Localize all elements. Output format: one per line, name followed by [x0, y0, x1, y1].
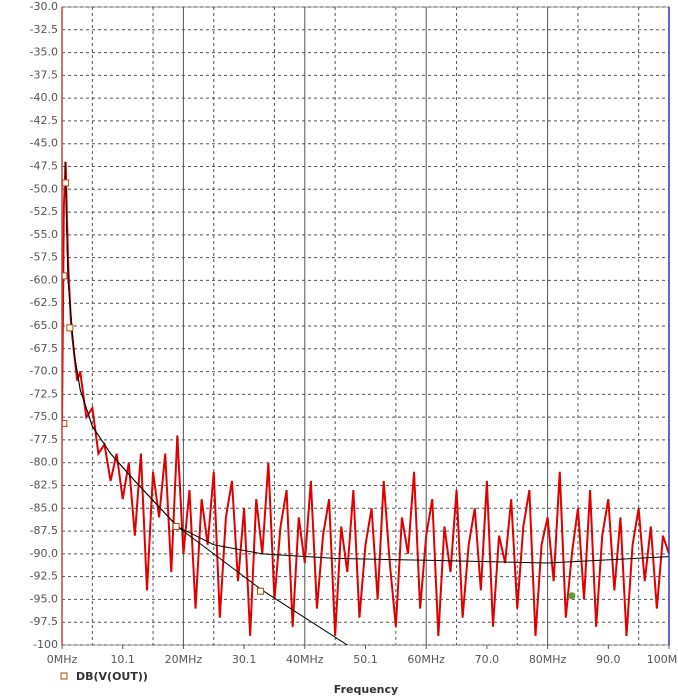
- y-tick-label: -32.5: [30, 23, 58, 36]
- x-tick-label: 60MHz: [407, 653, 445, 666]
- y-tick-label: -92.5: [30, 570, 58, 583]
- y-tick-label: -75.0: [30, 410, 58, 423]
- trace-marker: [62, 179, 70, 187]
- y-tick-label: -67.5: [30, 342, 58, 355]
- y-tick-label: -80.0: [30, 456, 58, 469]
- y-tick-label: -97.5: [30, 615, 58, 628]
- x-tick-label: 30.1: [232, 653, 257, 666]
- trace-marker: [172, 523, 180, 531]
- legend-label: DB(V(OUT)): [76, 670, 148, 683]
- x-tick-label: 20MHz: [165, 653, 203, 666]
- y-tick-label: -85.0: [30, 501, 58, 514]
- trace-marker: [62, 420, 68, 428]
- cursor-point: [568, 592, 576, 600]
- y-tick-label: -72.5: [30, 387, 58, 400]
- y-tick-label: -62.5: [30, 296, 58, 309]
- y-tick-label: -77.5: [30, 433, 58, 446]
- y-tick-label: -47.5: [30, 160, 58, 173]
- y-tick-label: -40.0: [30, 91, 58, 104]
- y-tick-label: -90.0: [30, 547, 58, 560]
- x-tick-label: 90.0: [596, 653, 621, 666]
- y-tick-label: -65.0: [30, 319, 58, 332]
- fit-curve: [64, 161, 669, 564]
- y-tick-label: -57.5: [30, 251, 58, 264]
- y-tick-label: -35.0: [30, 46, 58, 59]
- x-tick-label: 40MHz: [286, 653, 324, 666]
- x-tick-label: 100MHz: [647, 653, 678, 666]
- y-tick-label: -82.5: [30, 479, 58, 492]
- x-tick-label: 70.0: [475, 653, 500, 666]
- y-tick-label: -45.0: [30, 137, 58, 150]
- x-tick-label: 50.1: [353, 653, 378, 666]
- y-tick-label: -37.5: [30, 68, 58, 81]
- y-tick-label: -60.0: [30, 273, 58, 286]
- y-tick-label: -55.0: [30, 228, 58, 241]
- y-tick-label: -87.5: [30, 524, 58, 537]
- x-tick-label: 0MHz: [47, 653, 78, 666]
- y-tick-label: -50.0: [30, 182, 58, 195]
- y-tick-label: -95.0: [30, 592, 58, 605]
- y-tick-label: -52.5: [30, 205, 58, 218]
- y-tick-label: -30.0: [30, 0, 58, 13]
- legend-marker: [60, 672, 68, 680]
- y-tick-label: -70.0: [30, 365, 58, 378]
- x-axis-title: Frequency: [334, 683, 398, 696]
- y-tick-label: -100: [33, 638, 58, 651]
- x-tick-label: 80MHz: [529, 653, 567, 666]
- trace-marker: [66, 324, 74, 332]
- x-tick-label: 10.1: [110, 653, 135, 666]
- y-tick-label: -42.5: [30, 114, 58, 127]
- trace: [62, 161, 669, 636]
- trace-marker: [256, 587, 264, 595]
- trace-marker: [62, 272, 68, 280]
